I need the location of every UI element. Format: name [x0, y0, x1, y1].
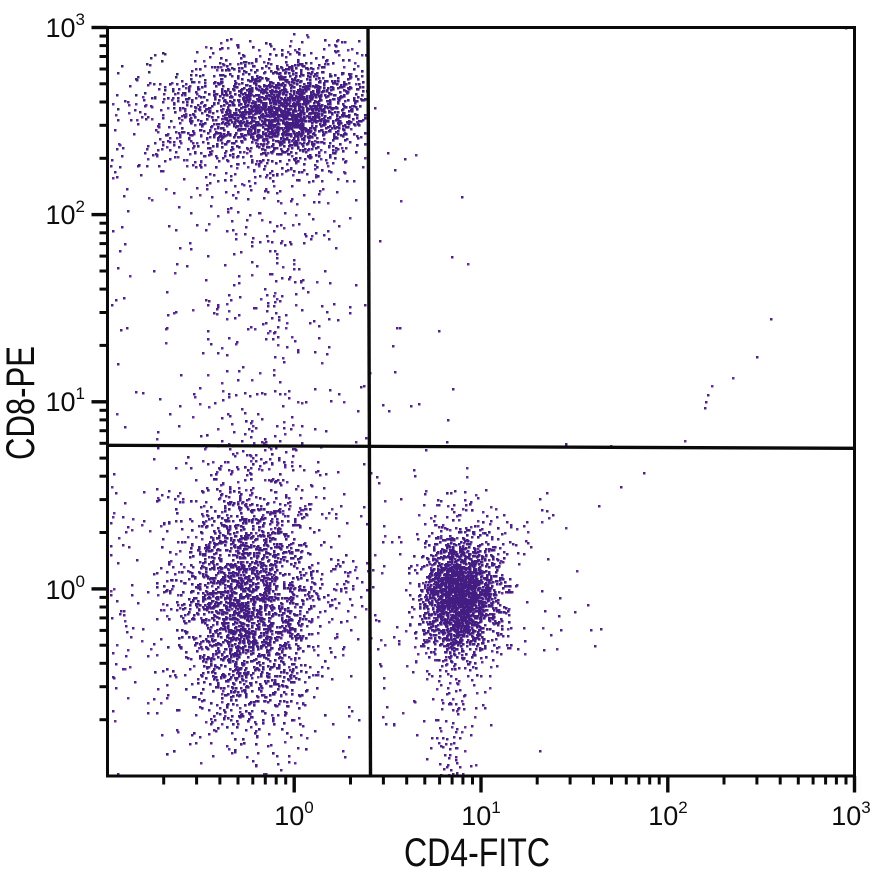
- svg-text:101: 101: [461, 798, 501, 831]
- svg-text:103: 103: [831, 798, 871, 831]
- svg-text:100: 100: [45, 572, 85, 605]
- svg-text:100: 100: [274, 798, 314, 831]
- svg-text:102: 102: [648, 798, 688, 831]
- svg-text:CD8-PE: CD8-PE: [0, 346, 43, 460]
- svg-text:101: 101: [45, 384, 85, 417]
- svg-text:102: 102: [45, 197, 85, 230]
- svg-text:103: 103: [45, 10, 85, 43]
- svg-text:CD4-FITC: CD4-FITC: [404, 831, 550, 875]
